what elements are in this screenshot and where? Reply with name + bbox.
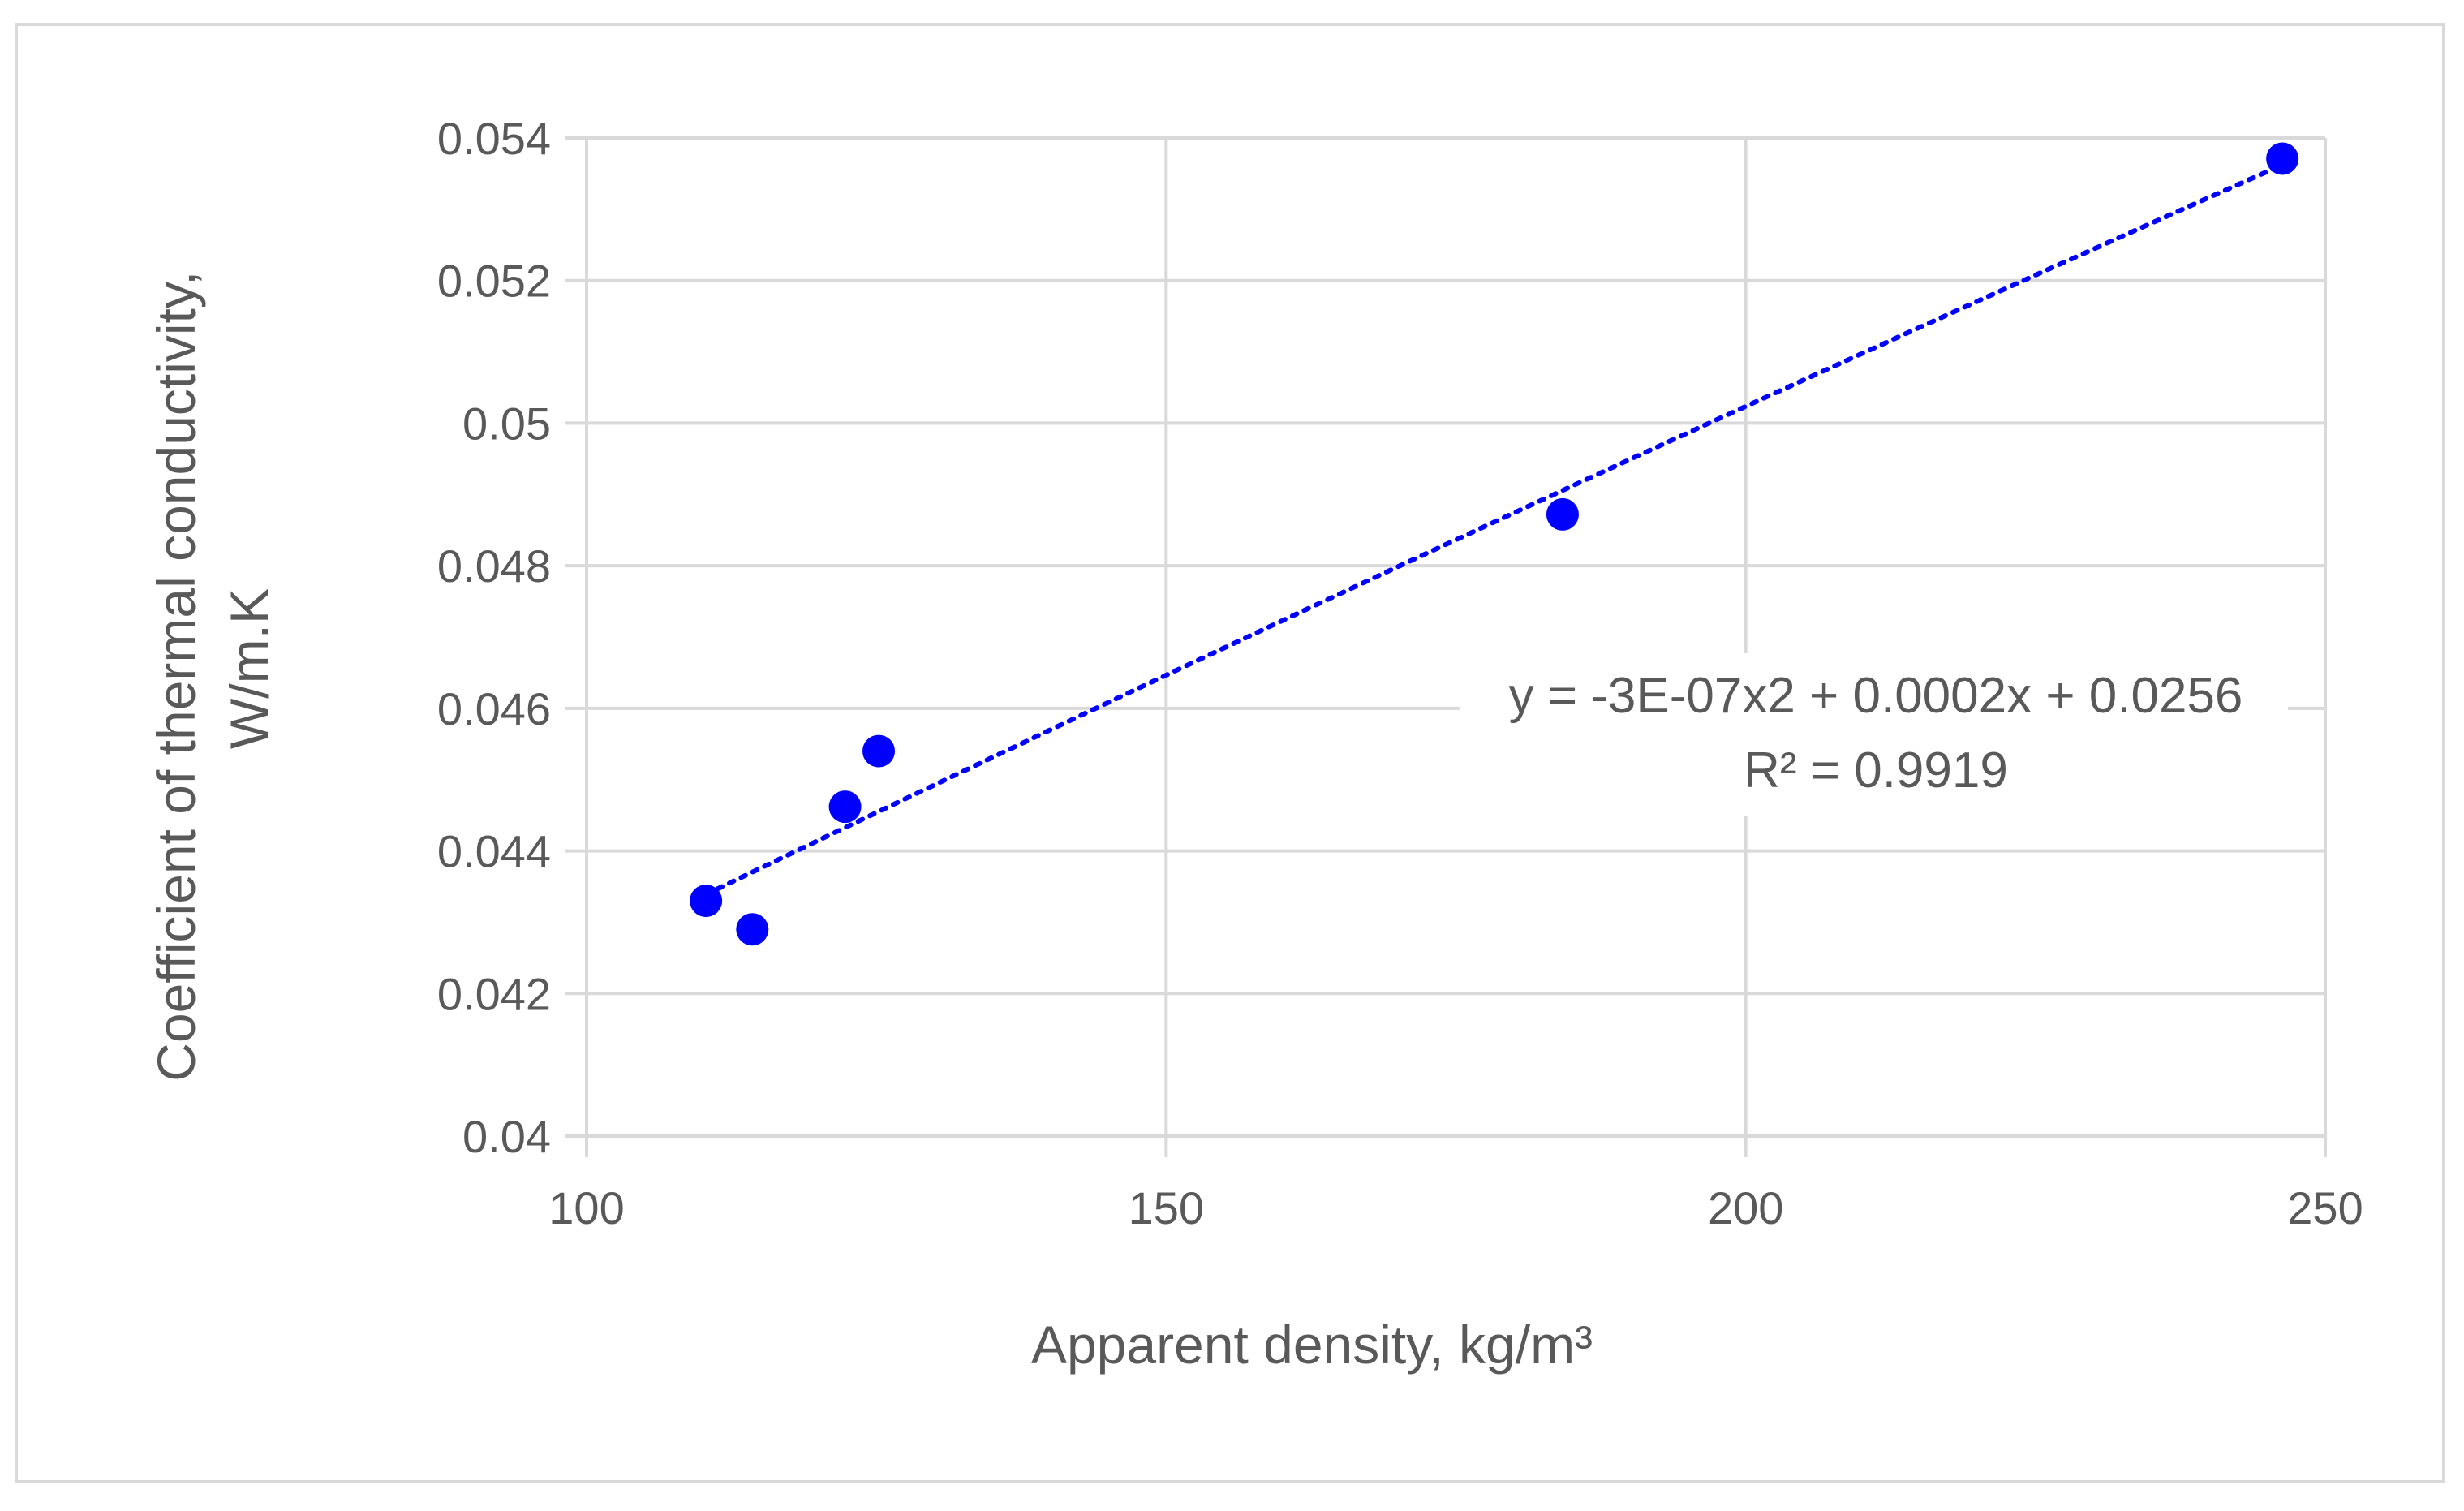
gridlines (587, 136, 2327, 1136)
data-point (690, 885, 723, 918)
x-tick-label: 150 (1129, 1182, 1204, 1233)
data-point (736, 913, 769, 946)
axes (565, 136, 2327, 1157)
x-tick-label: 250 (2287, 1182, 2363, 1233)
y-tick-label: 0.05 (462, 398, 551, 449)
trendline-equation: y = -3E-07x2 + 0.0002x + 0.0256 (1509, 668, 2243, 724)
y-tick-label: 0.052 (437, 256, 551, 307)
y-axis-title: Coefficient of thermal conductivity, W/m… (146, 256, 279, 1081)
data-point (828, 790, 862, 824)
y-axis-title-line-2: W/m.K (219, 588, 279, 749)
tick-labels: 0.04 0.042 0.044 0.046 0.048 0.05 0.052 0.054 10… (437, 113, 2363, 1233)
x-tick-label: 200 (1708, 1182, 1783, 1233)
r-squared: R² = 0.9919 (1744, 743, 2008, 799)
data-point (862, 734, 896, 768)
y-axis-title-line-1: Coefficient of thermal conductivity, (146, 271, 206, 1082)
x-tick-label: 100 (548, 1182, 624, 1233)
trendline (703, 162, 2286, 898)
y-tick-label: 0.054 (437, 113, 551, 164)
trendline-layer (703, 162, 2286, 898)
data-points (690, 142, 2299, 946)
data-point (1546, 497, 1579, 531)
x-axis-title: Apparent density, kg/m³ (1031, 1315, 1593, 1375)
y-tick-label: 0.044 (437, 826, 551, 877)
y-tick-label: 0.048 (437, 540, 551, 592)
y-tick-label: 0.046 (437, 683, 551, 734)
trendline-equation-label: y = -3E-07x2 + 0.0002x + 0.0256 R² = 0.9… (1460, 653, 2288, 816)
data-point (2266, 142, 2299, 175)
y-tick-label: 0.042 (437, 968, 551, 1019)
y-tick-label: 0.04 (462, 1111, 551, 1162)
equation-background (1460, 653, 2288, 816)
